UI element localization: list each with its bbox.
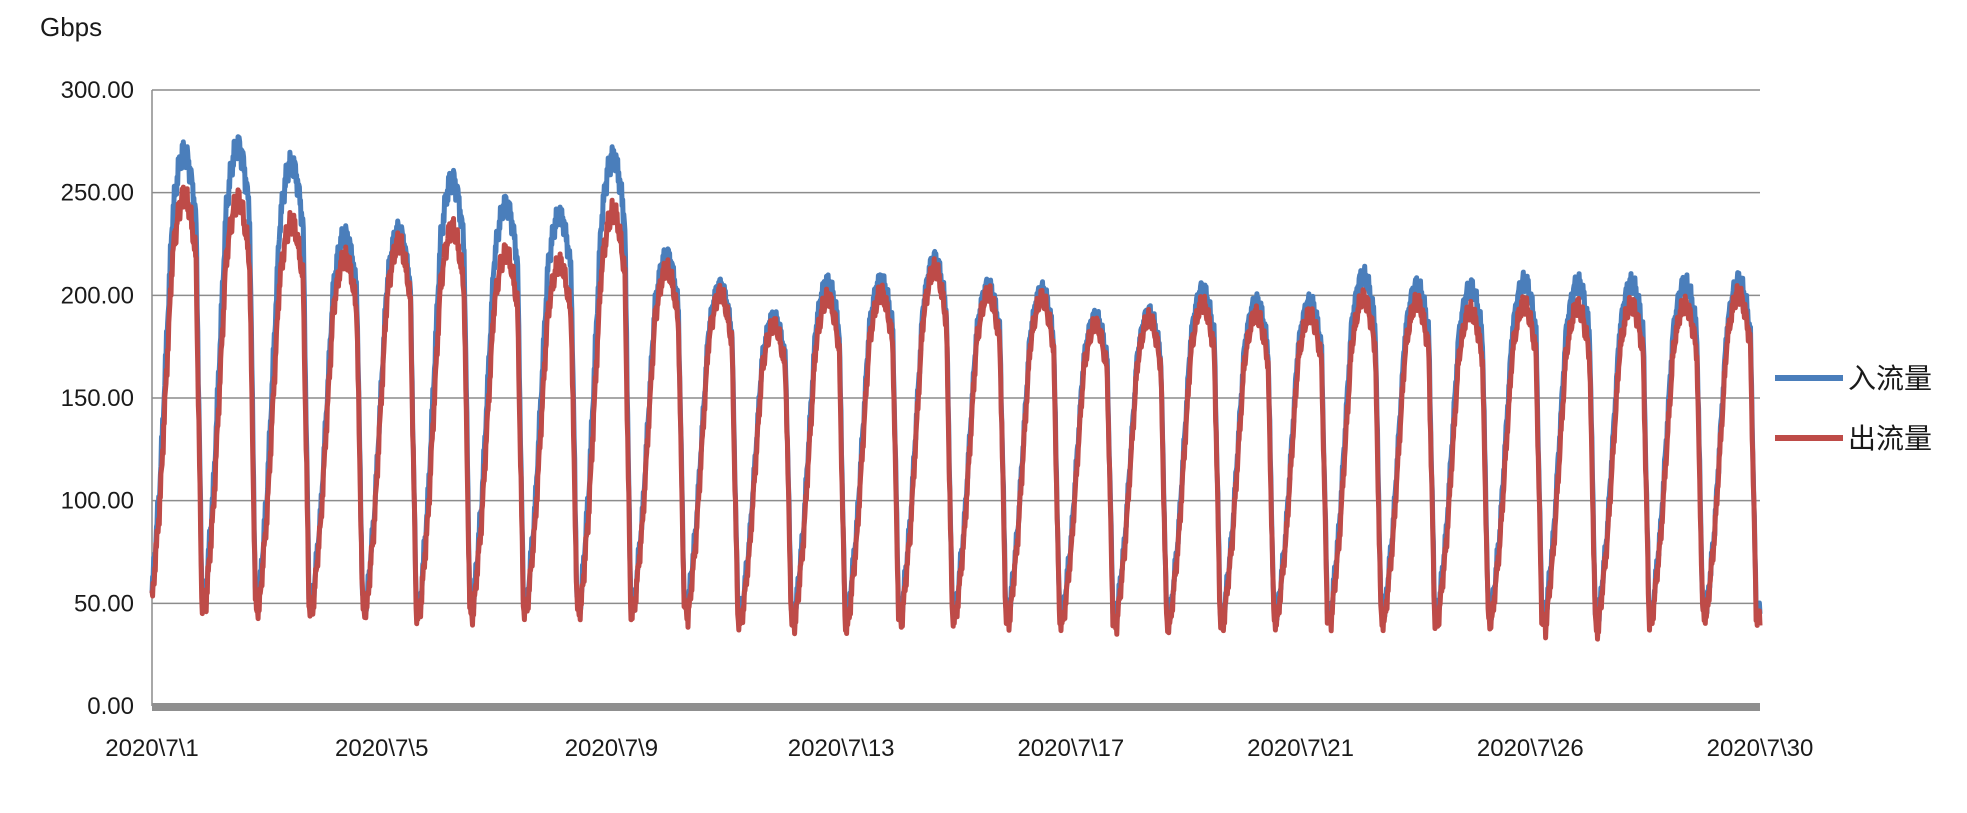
y-tick-label: 200.00	[61, 282, 134, 309]
legend-label-inbound: 入流量	[1848, 362, 1932, 395]
x-tick-label: 2020\7\5	[335, 735, 428, 762]
x-tick-label: 2020\7\13	[788, 735, 895, 762]
series-line-outbound	[149, 184, 1763, 642]
x-axis-band	[152, 703, 1760, 711]
y-axis-unit-label: Gbps	[40, 12, 102, 42]
grid-lines	[152, 89, 1760, 605]
y-tick-label: 0.00	[87, 693, 134, 720]
axes	[151, 90, 1760, 711]
x-tick-label: 2020\7\9	[565, 735, 658, 762]
y-tick-label: 50.00	[74, 590, 134, 617]
x-tick-label: 2020\7\17	[1017, 735, 1124, 762]
y-tick-label: 150.00	[61, 385, 134, 412]
series-lines	[149, 134, 1763, 642]
legend-label-outbound: 出流量	[1848, 422, 1932, 455]
y-tick-label: 250.00	[61, 180, 134, 207]
series-line-inbound	[149, 134, 1763, 627]
y-tick-label: 100.00	[61, 488, 134, 515]
x-tick-label: 2020\7\30	[1707, 735, 1814, 762]
x-tick-label: 2020\7\26	[1477, 735, 1584, 762]
tick-labels: 0.00 50.00 100.00 150.00 200.00 250.00 300.00 2…	[61, 77, 1814, 762]
y-tick-label: 300.00	[61, 77, 134, 104]
x-tick-label: 2020\7\1	[105, 735, 198, 762]
x-tick-label: 2020\7\21	[1247, 735, 1354, 762]
